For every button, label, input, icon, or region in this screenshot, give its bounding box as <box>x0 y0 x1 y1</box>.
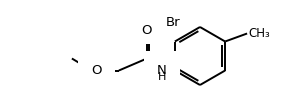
Text: H: H <box>158 72 166 83</box>
Text: N: N <box>157 64 167 77</box>
Text: Br: Br <box>166 17 180 29</box>
Text: O: O <box>92 64 102 77</box>
Text: O: O <box>142 24 152 37</box>
Text: CH₃: CH₃ <box>248 27 270 40</box>
